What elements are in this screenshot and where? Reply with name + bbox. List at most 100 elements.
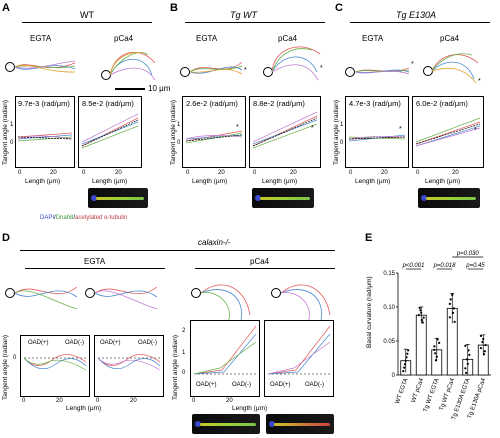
xtick-a2-20: 20 — [115, 170, 122, 176]
panel-label-d: D — [2, 232, 10, 244]
micrograph-b — [252, 188, 314, 208]
xtick-c-0: 0 — [349, 170, 353, 176]
traces-c-pca4: * — [415, 117, 481, 147]
genotype-wt: WT — [80, 10, 94, 20]
category-label: Tg WT pCa4 — [439, 377, 456, 412]
stain-legend: DAPI/Dnah8/acetylated α-tubulin — [40, 215, 128, 221]
svg-text:*: * — [478, 78, 481, 85]
xtick-c2-20: 20 — [452, 170, 459, 176]
oad-plus-d4: OAD(+) — [270, 382, 291, 388]
svg-text:*: * — [474, 127, 477, 134]
data-point — [433, 345, 436, 348]
waveform-a-pca4 — [101, 51, 156, 81]
waveform-c-egta: * — [345, 61, 414, 77]
xtick-d3-20: 20 — [226, 398, 233, 404]
data-point — [422, 316, 425, 319]
xlabel-d-pca4: Length (μm) — [232, 405, 268, 412]
waveform-b-egta: * — [180, 61, 247, 77]
traces-a-pca4 — [81, 113, 139, 149]
condition-egta-b: EGTA — [196, 34, 218, 43]
data-point — [419, 309, 422, 312]
traces-b-egta: * — [185, 124, 243, 144]
waveform-d-egta — [5, 286, 158, 310]
rate-c-egta: 4.7e-3 (rad/μm) — [349, 99, 401, 108]
data-point — [467, 349, 470, 352]
data-point — [483, 350, 486, 353]
svg-text:*: * — [399, 126, 402, 133]
waveform-b-pca4: * — [263, 46, 323, 81]
panel-label-a: A — [2, 2, 10, 14]
ytick-b-0: 0 — [177, 140, 181, 146]
ylabel-c: Tangent angle (radian) — [333, 99, 340, 165]
plot-d-pca4-1 — [190, 320, 260, 397]
data-point — [433, 348, 436, 351]
data-point — [405, 356, 408, 359]
ylabel-a: Tangent angle (radian) — [2, 99, 9, 165]
category-label: Tg WT EGTA — [423, 378, 441, 413]
data-point — [434, 352, 437, 355]
oad-minus-d1: OAD(-) — [65, 340, 84, 346]
data-point — [479, 334, 482, 337]
xtick-a-0: 0 — [18, 170, 22, 176]
panel-label-b: B — [170, 2, 178, 14]
ytick-a-0: 0 — [10, 140, 14, 146]
genotype-tg-wt: Tg WT — [230, 10, 257, 20]
xlabel-b-egta: Length (μm) — [192, 178, 228, 185]
panel-label-c: C — [335, 2, 343, 14]
plot-c-egta — [345, 96, 409, 168]
oad-plus-d3: OAD(+) — [196, 382, 217, 388]
xtick-b2-20: 20 — [290, 170, 297, 176]
condition-egta-a: EGTA — [30, 34, 52, 43]
condition-pca4-c: pCa4 — [440, 34, 460, 43]
xlabel-b-pca4: Length (μm) — [262, 178, 298, 185]
data-point — [420, 311, 423, 314]
flagellum — [274, 423, 330, 426]
y-tick-label: 0 — [392, 373, 396, 379]
p-value: p=0.018 — [433, 263, 457, 269]
data-point — [466, 362, 469, 365]
data-point — [403, 366, 406, 369]
ytick-d-2: 2 — [182, 328, 186, 334]
xtick-d2-0: 0 — [96, 398, 100, 404]
micrograph-d-2 — [266, 414, 334, 434]
scale-bar — [115, 88, 145, 90]
y-tick-label: 0.15 — [383, 271, 395, 277]
rate-a-egta: 9.7e-3 (rad/μm) — [18, 99, 70, 108]
ylabel-b: Tangent angle (radian) — [170, 99, 177, 165]
y-tick-label: 0.10 — [383, 305, 395, 311]
panel-label-e: E — [365, 232, 373, 244]
genotype-rule-a — [22, 22, 152, 23]
xtick-b-20: 20 — [218, 170, 225, 176]
data-point — [464, 367, 467, 370]
data-point — [484, 343, 487, 347]
data-point — [407, 349, 410, 352]
genotype-calaxin: calaxin-/- — [198, 238, 231, 247]
ytick-a-1: 1 — [10, 122, 14, 128]
micrograph-a — [88, 188, 148, 208]
data-point — [435, 355, 438, 358]
oad-minus-d2: OAD(-) — [138, 340, 157, 346]
data-point — [451, 311, 455, 314]
xtick-c2-0: 0 — [416, 170, 420, 176]
micrograph-c — [418, 188, 480, 208]
traces-a-egta — [17, 132, 73, 142]
condition-pca4-b: pCa4 — [278, 34, 298, 43]
flagellum — [426, 197, 476, 200]
xtick-c-20: 20 — [381, 170, 388, 176]
bar — [415, 314, 427, 376]
data-point — [403, 363, 407, 366]
oad-minus-d4: OAD(-) — [305, 382, 324, 388]
plot-a-egta — [15, 96, 75, 168]
data-point — [451, 293, 454, 296]
traces-c-egta: * — [348, 126, 406, 142]
data-point — [402, 370, 405, 373]
rate-c-pca4: 6.0e-2 (rad/μm) — [416, 99, 468, 108]
nucleus — [421, 195, 427, 201]
data-point — [417, 314, 420, 317]
condition-egta-c: EGTA — [362, 34, 384, 43]
data-point — [481, 340, 484, 344]
ytick-d-0: 0 — [182, 370, 186, 376]
nucleus — [195, 421, 201, 427]
micrograph-d-1 — [192, 414, 260, 434]
